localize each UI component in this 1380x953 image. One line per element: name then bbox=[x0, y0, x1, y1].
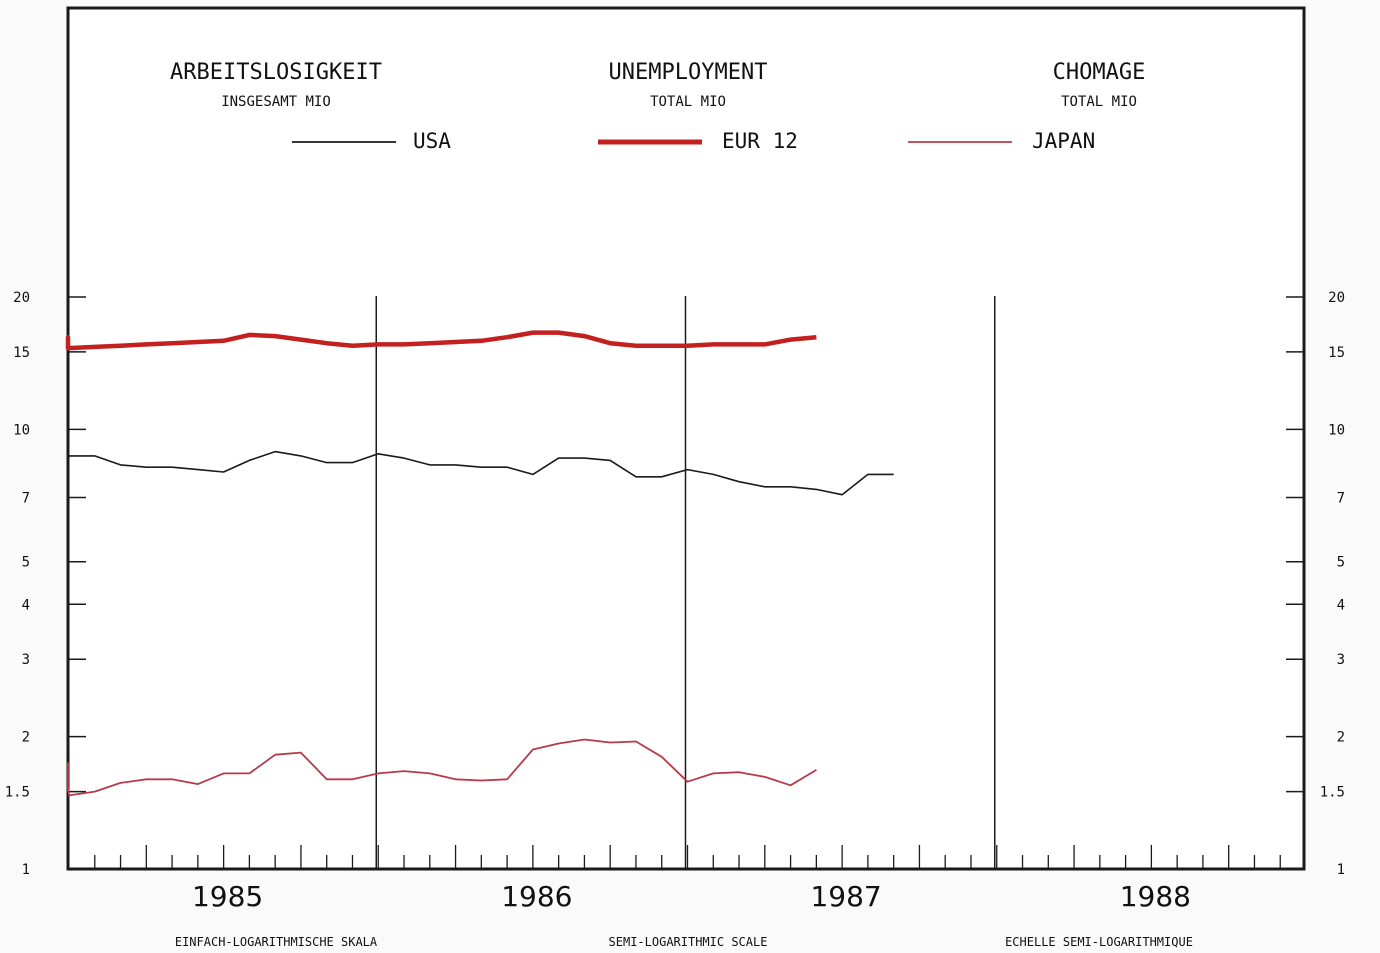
series-line-usa bbox=[67, 446, 894, 496]
legend-label-eur12: EUR 12 bbox=[722, 129, 798, 153]
y-tick-label-left-15: 15 bbox=[13, 345, 30, 361]
y-axis-left: 20 15 10 7 5 4 3 2 1.5 1 bbox=[5, 290, 86, 878]
x-axis: 1985 1986 1987 1988 bbox=[94, 845, 1281, 913]
subtitle-de: INSGESAMT MIO bbox=[221, 94, 331, 110]
y-tick-label-right-1: 1 bbox=[1337, 862, 1345, 878]
y-tick-label-left-4: 4 bbox=[22, 597, 30, 613]
y-tick-label-right-3: 3 bbox=[1337, 652, 1345, 668]
y-tick-label-left-7: 7 bbox=[22, 490, 30, 506]
title-de: ARBEITSLOSIGKEIT bbox=[170, 60, 382, 85]
y-tick-label-right-5: 5 bbox=[1337, 555, 1345, 571]
legend-label-japan: JAPAN bbox=[1032, 129, 1095, 153]
y-tick-label-right-15: 15 bbox=[1328, 345, 1345, 361]
y-tick-label-left-1: 1 bbox=[22, 862, 30, 878]
title-en: UNEMPLOYMENT bbox=[609, 60, 768, 85]
title-fr: CHOMAGE bbox=[1053, 60, 1146, 85]
y-tick-label-right-1-5: 1.5 bbox=[1320, 785, 1345, 801]
legend-label-usa: USA bbox=[413, 129, 451, 153]
series-lines bbox=[65, 330, 894, 797]
series-line-eur12 bbox=[65, 330, 817, 351]
footer-en: SEMI-LOGARITHMIC SCALE bbox=[609, 935, 768, 949]
subtitle-fr: TOTAL MIO bbox=[1061, 94, 1137, 110]
y-tick-label-left-20: 20 bbox=[13, 290, 30, 306]
y-tick-label-left-10: 10 bbox=[13, 422, 30, 438]
y-tick-label-left-5: 5 bbox=[22, 555, 30, 571]
x-tick-label-1988: 1988 bbox=[1120, 880, 1191, 913]
y-tick-label-right-4: 4 bbox=[1337, 597, 1345, 613]
x-tick-label-1985: 1985 bbox=[192, 880, 263, 913]
y-tick-label-right-10: 10 bbox=[1328, 422, 1345, 438]
y-axis-right: 20 15 10 7 5 4 3 2 1.5 1 bbox=[1286, 290, 1345, 878]
y-tick-label-left-2: 2 bbox=[22, 730, 30, 746]
y-tick-label-right-20: 20 bbox=[1328, 290, 1345, 306]
legend: USA EUR 12 JAPAN bbox=[292, 129, 1095, 153]
series-line-japan bbox=[67, 738, 817, 797]
y-tick-label-right-2: 2 bbox=[1337, 730, 1345, 746]
y-tick-label-left-3: 3 bbox=[22, 652, 30, 668]
footer-de: EINFACH-LOGARITHMISCHE SKALA bbox=[175, 935, 378, 949]
y-tick-label-right-7: 7 bbox=[1337, 490, 1345, 506]
x-tick-label-1986: 1986 bbox=[501, 880, 572, 913]
subtitle-en: TOTAL MIO bbox=[650, 94, 726, 110]
y-tick-label-left-1-5: 1.5 bbox=[5, 785, 30, 801]
footer-fr: ECHELLE SEMI-LOGARITHMIQUE bbox=[1005, 935, 1193, 949]
x-tick-label-1987: 1987 bbox=[810, 880, 881, 913]
